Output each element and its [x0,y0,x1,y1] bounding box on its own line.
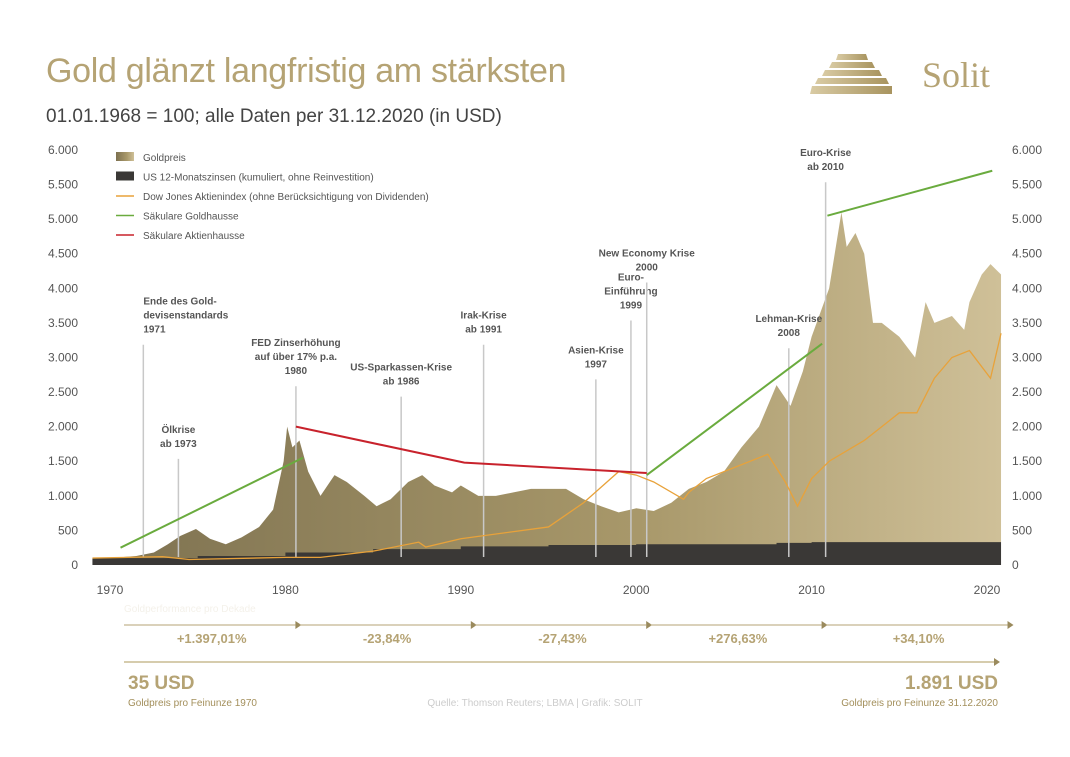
annotation-label: devisenstandards [143,311,228,322]
x-tick: 2020 [974,583,1001,597]
y-tick-left: 5.500 [48,178,78,192]
annotation-label: 1980 [285,366,308,377]
annotation-label: 1999 [620,301,643,312]
x-tick: 2000 [623,583,650,597]
y-tick-right: 1.000 [1012,489,1042,503]
y-tick-right: 2.500 [1012,385,1042,399]
legend-label: US 12-Monatszinsen (kumuliert, ohne Rein… [143,173,374,184]
decade-row-label: Goldperformance pro Dekade [124,604,256,615]
dow-jones-line [92,333,1002,561]
end-label: Goldpreis pro Feinunze 31.12.2020 [841,698,998,709]
start-label: Goldpreis pro Feinunze 1970 [128,698,257,709]
y-tick-right: 3.000 [1012,350,1042,364]
decade-performance: -27,43% [538,631,587,646]
decade-performance: +276,63% [708,631,767,646]
annotation-label: Lehman-Krise [755,314,822,325]
y-tick-left: 3.500 [48,316,78,330]
annotation-label: Einführung [604,287,657,298]
y-tick-right: 4.000 [1012,281,1042,295]
y-tick-left: 1.500 [48,454,78,468]
logo-text: Solit [922,55,991,95]
y-tick-left: 0 [71,558,78,572]
annotation-label: 1971 [143,325,166,336]
start-value: 35 USD [128,673,195,694]
y-tick-left: 2.000 [48,420,78,434]
pyramid-logo-icon [810,54,892,94]
legend-swatch [116,152,134,161]
annotation-label: 2008 [778,328,801,339]
y-tick-right: 0 [1012,558,1019,572]
logo: Solit [810,52,990,98]
decade-performance: +34,10% [893,631,945,646]
annotation-label: ab 1986 [383,377,420,388]
annotation-label: New Economy Krise [599,248,696,259]
decade-performance: +1.397,01% [177,631,247,646]
source-note: Quelle: Thomson Reuters; LBMA | Grafik: … [427,698,643,709]
arrow-head-icon [646,621,653,629]
annotation-label: US-Sparkassen-Krise [350,363,452,374]
y-tick-left: 6.000 [48,143,78,157]
y-tick-right: 6.000 [1012,143,1042,157]
end-value: 1.891 USD [905,673,998,694]
y-tick-right: 1.500 [1012,454,1042,468]
annotation-label: ab 1973 [160,439,197,450]
y-tick-right: 5.500 [1012,178,1042,192]
y-tick-left: 2.500 [48,385,78,399]
legend-label: Goldpreis [143,153,186,164]
gold-price-area [92,212,1002,565]
y-tick-right: 4.500 [1012,247,1042,261]
y-tick-left: 4.500 [48,247,78,261]
legend-label: Dow Jones Aktienindex (ohne Berücksichti… [143,192,429,203]
annotation-label: ab 2010 [807,162,844,173]
annotation-label: Ende des Gold- [143,297,216,308]
arrow-head-icon [994,658,1000,666]
y-tick-right: 3.500 [1012,316,1042,330]
decade-performance: -23,84% [363,631,412,646]
annotation-label: Irak-Krise [461,311,508,322]
arrow-head-icon [821,621,828,629]
annotation-label: FED Zinserhöhung [251,338,340,349]
legend-swatch [116,171,134,181]
annotation-label: 2000 [636,262,659,273]
page-title: Gold glänzt langfristig am stärksten [46,52,567,90]
annotation-label: Euro- [618,273,644,284]
stock-bull-line [295,425,647,475]
x-tick: 1990 [447,583,474,597]
x-tick: 1980 [272,583,299,597]
y-tick-left: 1.000 [48,489,78,503]
annotation-label: Euro-Krise [800,148,852,159]
gold-bull-line [827,169,993,217]
arrow-head-icon [1007,621,1014,629]
annotation-label: ab 1991 [465,325,502,336]
annotation-label: auf über 17% p.a. [255,352,337,363]
y-tick-right: 2.000 [1012,420,1042,434]
annotation-label: Ölkrise [161,423,195,436]
x-tick: 1970 [97,583,124,597]
y-tick-right: 5.000 [1012,212,1042,226]
gold-bull-line [120,456,304,549]
arrow-head-icon [470,621,477,629]
gold-bull-line [646,342,823,476]
annotation-label: Asien-Krise [568,345,624,356]
y-tick-left: 500 [58,523,78,537]
legend-label: Säkulare Goldhausse [143,212,239,223]
y-tick-left: 4.000 [48,281,78,295]
arrow-head-icon [295,621,302,629]
annotation-label: 1997 [585,359,608,370]
x-tick: 2010 [798,583,825,597]
legend-label: Säkulare Aktienhausse [143,231,245,242]
y-tick-left: 3.000 [48,350,78,364]
y-tick-left: 5.000 [48,212,78,226]
page-subtitle: 01.01.1968 = 100; alle Daten per 31.12.2… [46,106,502,127]
us-rates-area [92,541,1002,565]
y-tick-right: 500 [1012,523,1032,537]
